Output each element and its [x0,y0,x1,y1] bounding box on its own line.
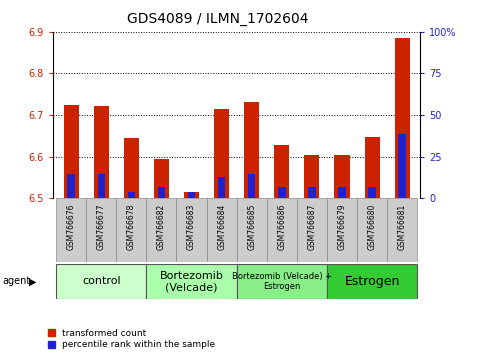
Text: Estrogen: Estrogen [344,275,400,288]
Bar [308,187,316,198]
Bar [64,105,79,198]
Bar [86,198,116,262]
Bar [274,145,289,198]
Bar [188,193,195,198]
Text: GSM766680: GSM766680 [368,203,377,250]
Text: agent: agent [2,276,30,286]
Bar [207,198,237,262]
Bar [56,264,146,299]
Bar [237,264,327,299]
Bar [154,159,169,198]
Bar [304,155,319,198]
Bar [68,174,75,198]
Bar [365,137,380,198]
Text: GSM766681: GSM766681 [398,203,407,250]
Text: GSM766683: GSM766683 [187,203,196,250]
Bar [94,106,109,198]
Bar [218,177,226,198]
Bar [357,198,387,262]
Bar [98,174,105,198]
Legend: transformed count, percentile rank within the sample: transformed count, percentile rank withi… [48,329,215,349]
Bar [124,138,139,198]
Text: GSM766684: GSM766684 [217,203,226,250]
Text: ▶: ▶ [28,276,36,286]
Bar [327,198,357,262]
Text: Bortezomib
(Velcade): Bortezomib (Velcade) [159,270,224,292]
Bar [146,264,237,299]
Text: GSM766677: GSM766677 [97,203,106,250]
Text: GSM766676: GSM766676 [67,203,76,250]
Bar [267,198,297,262]
Bar [327,264,417,299]
Bar [176,198,207,262]
Bar [184,192,199,198]
Bar [157,187,165,198]
Text: GSM766679: GSM766679 [338,203,346,250]
Bar [338,187,346,198]
Text: Bortezomib (Velcade) +
Estrogen: Bortezomib (Velcade) + Estrogen [232,272,332,291]
Bar [398,134,406,198]
Bar [369,187,376,198]
Bar [387,198,417,262]
Text: GSM766682: GSM766682 [157,203,166,250]
Text: control: control [82,276,121,286]
Bar [244,102,259,198]
Bar [278,187,285,198]
Text: GSM766678: GSM766678 [127,203,136,250]
Bar [116,198,146,262]
Bar [248,174,256,198]
Bar [56,198,86,262]
Bar [237,198,267,262]
Text: GSM766685: GSM766685 [247,203,256,250]
Text: GDS4089 / ILMN_1702604: GDS4089 / ILMN_1702604 [127,12,308,27]
Bar [214,109,229,198]
Bar [297,198,327,262]
Text: GSM766686: GSM766686 [277,203,286,250]
Bar [128,193,135,198]
Bar [146,198,176,262]
Bar [334,155,350,198]
Text: GSM766687: GSM766687 [307,203,316,250]
Bar [395,38,410,198]
